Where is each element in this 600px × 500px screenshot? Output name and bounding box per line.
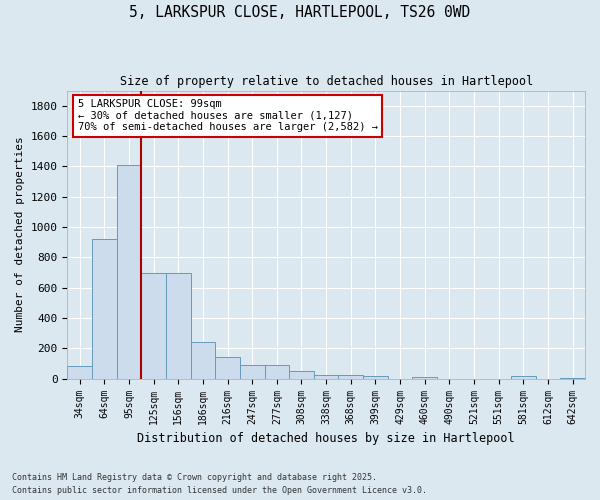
Text: 5 LARKSPUR CLOSE: 99sqm
← 30% of detached houses are smaller (1,127)
70% of semi: 5 LARKSPUR CLOSE: 99sqm ← 30% of detache… <box>77 99 377 132</box>
Bar <box>116 165 141 378</box>
Bar <box>338 375 363 378</box>
X-axis label: Distribution of detached houses by size in Hartlepool: Distribution of detached houses by size … <box>137 432 515 445</box>
Bar <box>215 356 240 378</box>
Text: 5, LARKSPUR CLOSE, HARTLEPOOL, TS26 0WD: 5, LARKSPUR CLOSE, HARTLEPOOL, TS26 0WD <box>130 5 470 20</box>
Bar <box>92 239 116 378</box>
Bar <box>265 365 289 378</box>
Bar <box>314 375 338 378</box>
Text: Contains HM Land Registry data © Crown copyright and database right 2025.: Contains HM Land Registry data © Crown c… <box>12 474 377 482</box>
Bar <box>67 366 92 378</box>
Bar <box>166 272 191 378</box>
Title: Size of property relative to detached houses in Hartlepool: Size of property relative to detached ho… <box>119 75 533 88</box>
Bar <box>363 376 388 378</box>
Y-axis label: Number of detached properties: Number of detached properties <box>15 136 25 332</box>
Bar <box>412 377 437 378</box>
Bar <box>191 342 215 378</box>
Bar <box>289 371 314 378</box>
Bar <box>240 365 265 378</box>
Bar <box>141 272 166 378</box>
Text: Contains public sector information licensed under the Open Government Licence v3: Contains public sector information licen… <box>12 486 427 495</box>
Bar <box>511 376 536 378</box>
